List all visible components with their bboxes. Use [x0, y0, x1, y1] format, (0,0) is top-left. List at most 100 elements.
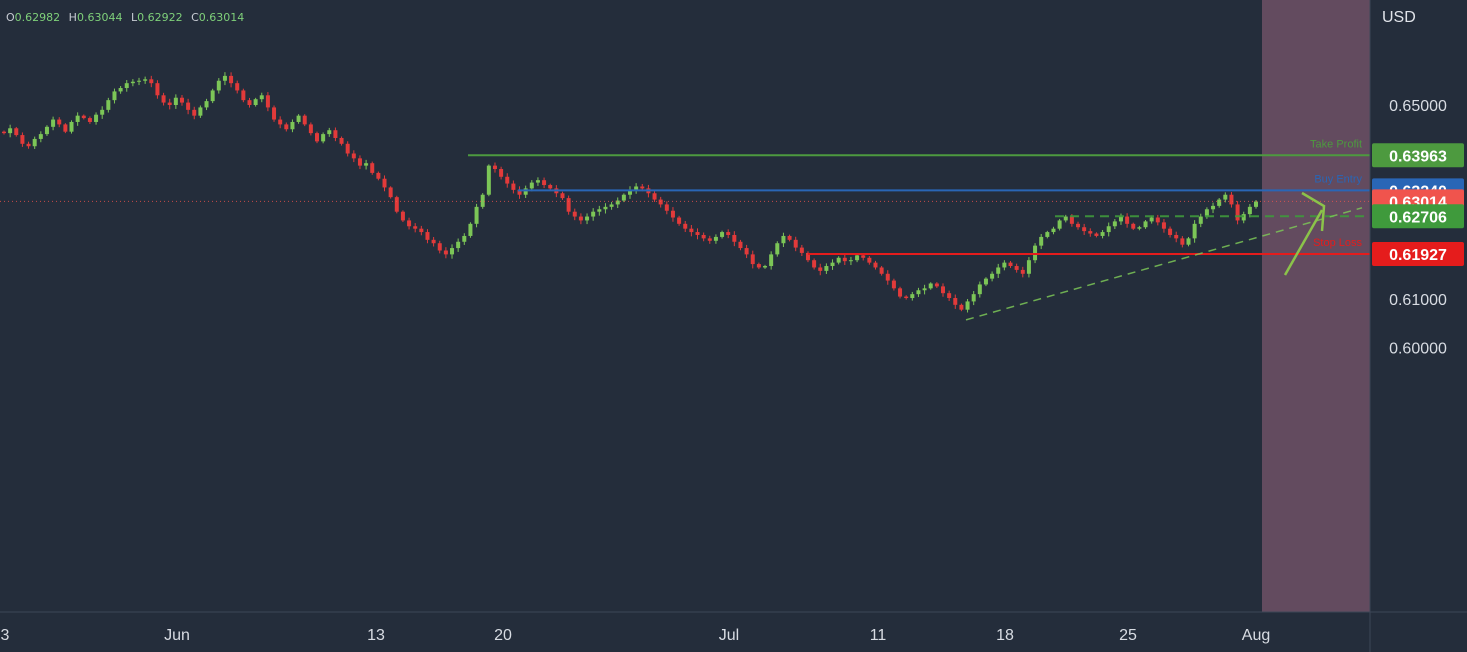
candle: [1026, 260, 1031, 274]
projection-arrow: [1283, 209, 1324, 276]
price-tick-label: 0.65000: [1389, 98, 1447, 115]
candle: [805, 252, 810, 261]
time-tick-label: 13: [367, 627, 385, 644]
candle: [744, 248, 749, 255]
candle: [51, 119, 56, 127]
candle: [278, 119, 283, 125]
candle: [1082, 227, 1087, 232]
candle: [855, 255, 860, 261]
candle: [222, 75, 227, 81]
candle: [591, 211, 596, 217]
candle: [1020, 269, 1025, 274]
candle: [971, 294, 976, 302]
candle: [1229, 194, 1234, 205]
trendline: [965, 207, 1363, 321]
candle: [1174, 234, 1179, 239]
candle: [707, 238, 712, 241]
candle: [106, 100, 111, 110]
candle: [81, 115, 86, 119]
candle: [781, 235, 786, 244]
candle: [542, 180, 547, 186]
future-zone: [1262, 0, 1370, 612]
candle: [1131, 223, 1136, 229]
candle: [20, 135, 25, 144]
candle: [265, 95, 270, 108]
candle: [812, 260, 817, 268]
candle: [26, 143, 31, 147]
candle: [830, 262, 835, 267]
take-profit-label: Take Profit: [1310, 138, 1362, 150]
candle: [990, 273, 995, 279]
candle: [609, 204, 614, 207]
candle: [1014, 266, 1019, 270]
candle: [308, 124, 313, 134]
candle: [14, 128, 19, 136]
candle: [437, 243, 442, 251]
candle: [597, 209, 602, 212]
candle: [32, 138, 37, 147]
candle: [701, 234, 706, 239]
candle: [192, 109, 197, 116]
candle: [443, 250, 448, 255]
candle: [450, 248, 455, 255]
candle: [357, 158, 362, 166]
candle: [229, 75, 234, 84]
candle: [1198, 216, 1203, 224]
candle: [345, 143, 350, 154]
candle: [726, 232, 731, 235]
candle: [1180, 238, 1185, 245]
candle: [137, 80, 142, 82]
candle: [1094, 233, 1099, 236]
candle: [290, 121, 295, 130]
ohlc-close-label: C: [191, 11, 199, 24]
candle: [284, 124, 289, 130]
time-tick-label: Jul: [719, 627, 739, 644]
candle: [836, 257, 841, 263]
candle: [143, 79, 148, 81]
price-tick-label: 0.60000: [1389, 341, 1447, 358]
candle: [63, 124, 68, 132]
candle: [118, 88, 123, 92]
candle: [799, 247, 804, 253]
time-tick-label: 18: [996, 627, 1014, 644]
candle: [1112, 221, 1117, 227]
candle: [959, 304, 964, 310]
candle: [965, 301, 970, 310]
candle: [296, 115, 301, 122]
candle: [333, 130, 338, 138]
candle: [474, 206, 479, 224]
candle: [1204, 209, 1209, 217]
candle: [235, 83, 240, 91]
candle: [585, 216, 590, 221]
candle: [934, 283, 939, 287]
candle: [155, 83, 160, 96]
candle: [750, 254, 755, 265]
candle: [241, 90, 246, 101]
candle: [732, 234, 737, 242]
candle: [1192, 223, 1197, 239]
candle: [689, 228, 694, 233]
candle: [419, 228, 424, 233]
candle: [1118, 216, 1123, 222]
candle: [677, 217, 682, 224]
candle: [1241, 214, 1246, 221]
candle: [885, 273, 890, 281]
candle: [8, 128, 13, 134]
candle: [720, 232, 725, 237]
time-tick-label: 20: [494, 627, 512, 644]
candle: [315, 133, 319, 142]
candle: [87, 118, 92, 122]
take-profit-price-tag-box: [1372, 143, 1464, 168]
candle: [339, 137, 344, 144]
candle: [44, 126, 49, 135]
candle: [1211, 205, 1216, 210]
candle: [1063, 216, 1068, 221]
candle: [658, 199, 663, 205]
candle: [413, 226, 418, 229]
candle: [124, 83, 129, 89]
ohlc-close-value: 0.63014: [198, 11, 245, 24]
candle: [867, 257, 872, 263]
candle: [1125, 216, 1130, 224]
